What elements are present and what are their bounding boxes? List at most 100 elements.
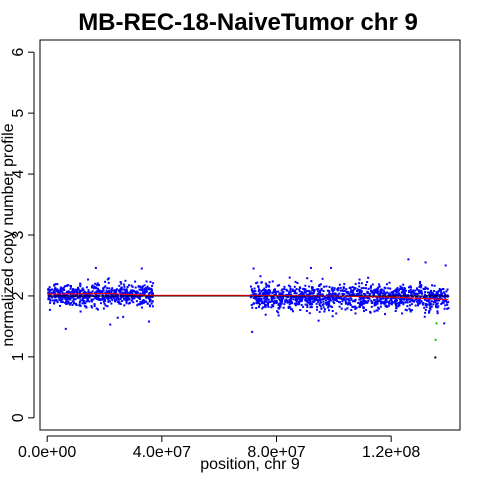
- data-point: [295, 292, 298, 295]
- data-point: [97, 298, 100, 301]
- data-point: [420, 285, 423, 288]
- data-point: [283, 288, 286, 291]
- data-point: [379, 305, 382, 308]
- data-point: [368, 293, 371, 296]
- data-point: [101, 298, 104, 301]
- data-point: [255, 302, 258, 305]
- data-point: [342, 286, 345, 289]
- data-point: [76, 286, 79, 289]
- data-point: [126, 299, 129, 302]
- data-point: [442, 288, 445, 291]
- data-point: [110, 297, 113, 300]
- data-point: [365, 308, 368, 311]
- data-point: [443, 300, 446, 303]
- data-point: [424, 308, 427, 311]
- x-tick-label: 8.0e+07: [247, 444, 305, 461]
- data-point: [149, 280, 152, 283]
- data-point: [75, 292, 78, 295]
- data-point: [68, 302, 71, 305]
- data-point: [358, 298, 361, 301]
- data-point: [333, 302, 336, 305]
- data-point: [283, 285, 286, 288]
- data-point: [145, 296, 148, 299]
- data-point: [118, 290, 121, 293]
- data-point: [143, 290, 146, 293]
- data-point: [410, 293, 413, 296]
- data-point: [319, 289, 322, 292]
- data-point: [249, 285, 252, 288]
- data-point: [69, 284, 72, 287]
- data-point: [264, 298, 267, 301]
- data-point: [349, 296, 352, 299]
- data-point: [270, 306, 273, 309]
- data-point: [395, 307, 398, 310]
- data-point: [104, 295, 107, 298]
- data-point: [415, 288, 418, 291]
- data-point: [97, 284, 100, 287]
- data-point: [148, 292, 151, 295]
- data-point: [410, 309, 413, 312]
- data-point: [327, 302, 330, 305]
- data-point: [418, 298, 421, 301]
- data-point: [91, 284, 94, 287]
- data-point: [102, 289, 105, 292]
- data-point: [288, 303, 291, 306]
- data-point: [105, 291, 108, 294]
- data-point: [360, 303, 363, 306]
- data-point: [114, 289, 117, 292]
- data-point: [398, 292, 401, 295]
- data-point: [314, 298, 317, 301]
- data-point: [405, 289, 408, 292]
- data-point: [310, 306, 313, 308]
- data-point: [254, 297, 257, 300]
- data-point: [428, 309, 431, 312]
- data-point: [266, 303, 269, 306]
- data-point: [59, 288, 62, 291]
- data-point: [364, 299, 366, 302]
- data-point: [101, 293, 104, 296]
- data-point: [253, 290, 256, 293]
- data-point: [275, 290, 278, 293]
- data-point: [398, 289, 401, 292]
- data-point: [258, 288, 261, 291]
- data-point: [389, 287, 392, 290]
- data-point: [65, 301, 68, 304]
- data-point: [126, 296, 129, 299]
- data-point: [278, 298, 281, 301]
- data-point: [59, 286, 62, 289]
- data-point: [286, 300, 289, 303]
- data-point: [309, 299, 312, 302]
- data-point: [67, 284, 70, 287]
- data-point: [375, 300, 378, 303]
- data-point: [327, 305, 330, 308]
- data-point: [351, 305, 354, 308]
- data-point: [344, 290, 347, 293]
- data-point: [88, 300, 91, 303]
- data-point: [343, 282, 346, 285]
- data-point: [71, 288, 74, 291]
- data-point: [144, 287, 147, 290]
- data-point: [285, 295, 288, 298]
- data-point: [409, 310, 412, 313]
- data-point: [386, 305, 389, 308]
- data-point: [408, 304, 411, 307]
- plot-frame: [39, 39, 461, 431]
- data-point: [79, 310, 82, 313]
- data-point: [149, 291, 152, 294]
- data-point: [108, 290, 111, 293]
- data-point: [420, 292, 423, 295]
- data-point: [383, 291, 386, 294]
- data-point: [299, 300, 302, 303]
- data-point: [95, 295, 98, 298]
- data-point: [273, 297, 276, 300]
- data-point: [82, 296, 85, 299]
- data-point: [440, 291, 443, 294]
- data-point: [417, 304, 420, 307]
- data-point: [328, 297, 331, 300]
- data-point: [431, 292, 434, 295]
- data-point: [141, 306, 143, 309]
- data-point: [288, 300, 291, 303]
- data-point: [433, 289, 436, 292]
- data-point: [408, 290, 411, 293]
- data-point: [289, 290, 292, 293]
